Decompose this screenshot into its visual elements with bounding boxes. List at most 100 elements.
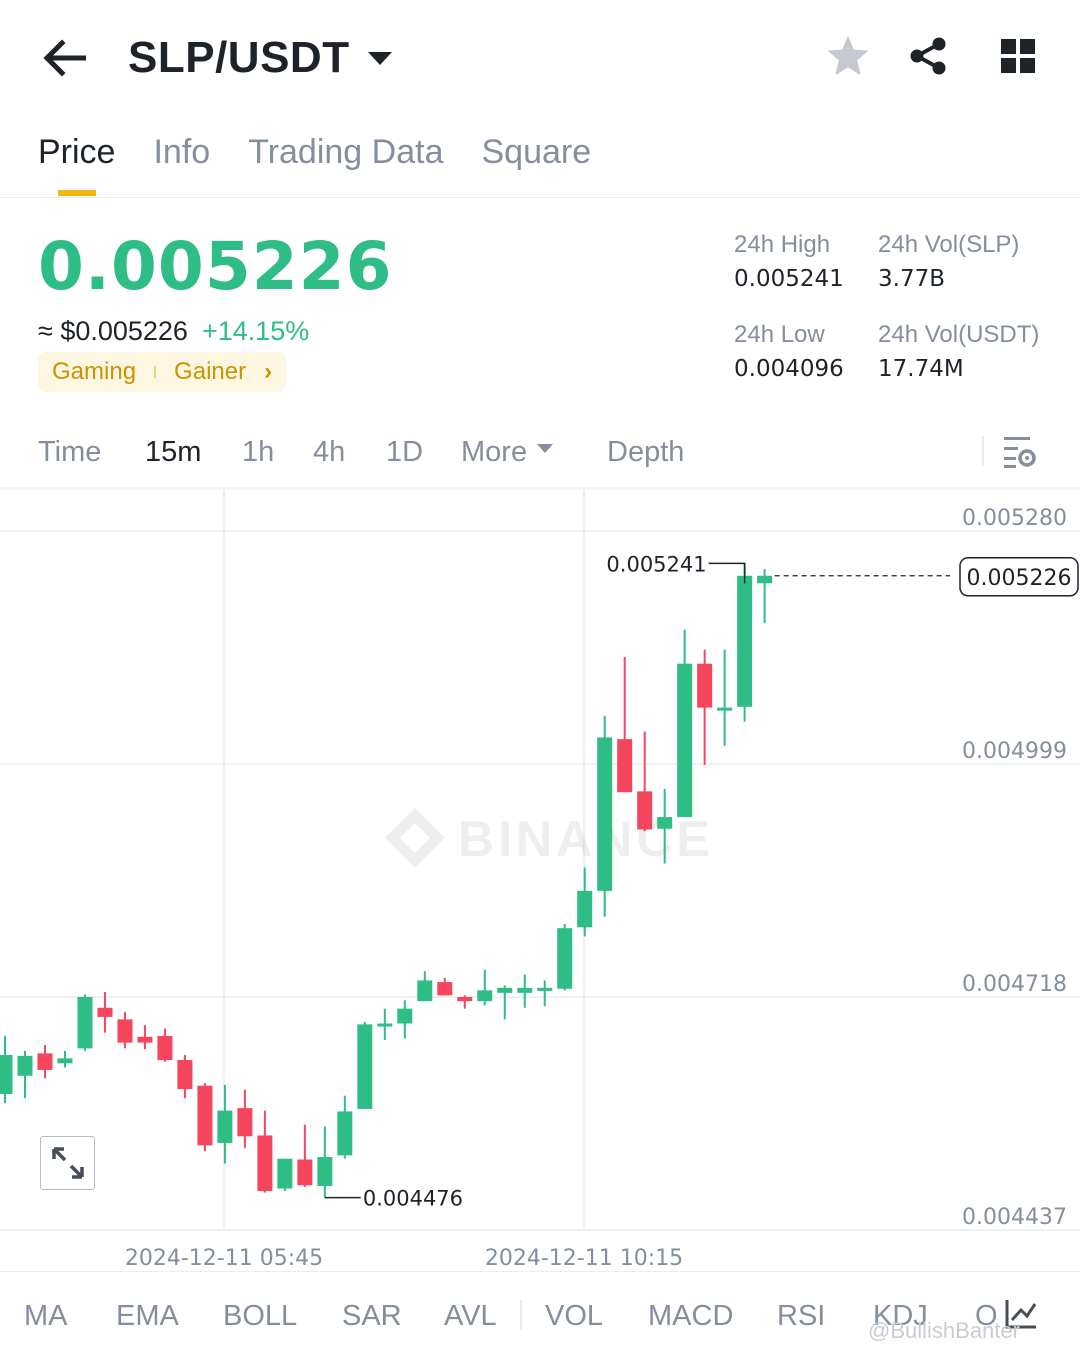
indicator-boll[interactable]: BOLL [223, 1300, 298, 1332]
indicator-ema[interactable]: EMA [116, 1300, 179, 1332]
tab-price[interactable]: Price [38, 128, 115, 198]
candle-body [337, 1111, 353, 1156]
low-marker-label: 0.004476 [363, 1187, 463, 1211]
grid-icon [1001, 39, 1035, 73]
interval-4h[interactable]: 4h [313, 435, 346, 468]
interval-time[interactable]: Time [38, 435, 102, 468]
stat-24h-vol-base: 24h Vol(SLP) 3.77B [878, 228, 1019, 296]
stat-value: 0.004096 [734, 356, 844, 382]
stat-24h-high: 24h High 0.005241 [734, 228, 844, 296]
tab-info-label: Info [153, 133, 211, 171]
current-price-label: 0.005226 [967, 566, 1072, 591]
pair-selector[interactable]: SLP/USDT [128, 30, 392, 86]
interval-bar: Time 15m 1h 4h 1D More Depth [38, 430, 684, 474]
fiat-price: ≈ $0.005226 [38, 316, 188, 346]
indicator-obv[interactable]: O [975, 1300, 998, 1332]
y-tick-label: 0.005280 [962, 506, 1067, 531]
candle-body [717, 707, 733, 711]
tab-bar: Price Info Trading Data Square [38, 128, 591, 198]
candle-body [97, 1007, 113, 1017]
stat-24h-low: 24h Low 0.004096 [734, 318, 844, 386]
watermark-text: BINANCE [458, 811, 714, 867]
candle-body [637, 791, 653, 830]
stat-value: 3.77B [878, 266, 945, 292]
dropdown-caret-icon [367, 51, 392, 65]
candle-body [377, 1023, 393, 1027]
candle-body [517, 987, 533, 993]
indicator-ma[interactable]: MA [24, 1300, 68, 1332]
layout-button[interactable] [996, 34, 1040, 78]
high-marker-line [708, 562, 746, 584]
candle-body [477, 990, 493, 1002]
indicator-vol[interactable]: VOL [545, 1300, 604, 1332]
tag-separator [154, 366, 157, 378]
candle-body [17, 1055, 33, 1076]
interval-1d[interactable]: 1D [386, 435, 424, 468]
indicator-bar: MA EMA BOLL SAR AVL VOL MACD RSI KDJ O [0, 1294, 1080, 1338]
candle-body [357, 1024, 373, 1109]
candle-body [217, 1110, 233, 1143]
stat-value: 0.005241 [734, 266, 844, 292]
x-tick-label: 2024-12-11 05:45 [125, 1246, 323, 1271]
interval-15m[interactable]: 15m [145, 435, 202, 468]
header: SLP/USDT [0, 0, 1080, 115]
stat-24h-vol-quote: 24h Vol(USDT) 17.74M [878, 318, 1039, 386]
tab-square[interactable]: Square [481, 128, 591, 198]
candlestick-chart[interactable]: BINANCE 0.005280 0.004999 0.004718 0.004437 2… [0, 490, 1080, 1272]
chart-settings-button[interactable] [1000, 432, 1040, 472]
tab-info[interactable]: Info [153, 128, 210, 198]
indicator-settings-icon[interactable] [1004, 1298, 1038, 1330]
tab-trading-data[interactable]: Trading Data [248, 128, 443, 198]
x-tick-label: 2024-12-11 10:15 [485, 1246, 683, 1271]
current-price-box [959, 557, 1079, 597]
last-price: 0.005226 [38, 228, 393, 305]
candle-body [457, 997, 473, 1002]
credit-watermark: @BullishBanter [868, 1318, 1020, 1343]
pair-title: SLP/USDT [128, 33, 350, 82]
candle-body [677, 663, 693, 818]
candle-body [77, 997, 93, 1049]
candle-body [117, 1019, 133, 1043]
category-tags[interactable]: Gaming Gainer › [38, 352, 287, 392]
candle-body [0, 1055, 13, 1095]
interval-more-label: More [461, 435, 528, 468]
candle-body [397, 1008, 413, 1024]
chart-top-divider [0, 487, 1080, 490]
y-tick-label: 0.004437 [962, 1205, 1067, 1230]
tab-square-label: Square [481, 133, 592, 171]
candle-body [557, 928, 573, 989]
interval-1h[interactable]: 1h [242, 435, 275, 468]
chart-settings-icon [1004, 437, 1036, 468]
candle-body [317, 1157, 333, 1187]
interval-divider [982, 436, 984, 466]
interval-more[interactable]: More [461, 436, 607, 469]
indicator-rsi[interactable]: RSI [777, 1300, 826, 1332]
expand-icon [51, 1147, 84, 1179]
indicator-macd[interactable]: MACD [648, 1300, 734, 1332]
indicator-avl[interactable]: AVL [444, 1300, 497, 1332]
back-arrow-icon [43, 39, 86, 77]
share-icon [910, 37, 946, 75]
favorite-button[interactable] [826, 34, 870, 78]
indicator-kdj[interactable]: KDJ [873, 1300, 928, 1332]
stat-label: 24h Vol(SLP) [878, 231, 1020, 258]
chart-bottom-divider [0, 1271, 1080, 1272]
candle-body [237, 1108, 253, 1137]
tag-gainer[interactable]: Gainer [174, 358, 247, 385]
candle-body [277, 1158, 293, 1189]
share-button[interactable] [906, 34, 950, 78]
tag-gaming[interactable]: Gaming [52, 358, 137, 385]
stat-value: 17.74M [878, 356, 964, 382]
candle-body [57, 1058, 73, 1064]
candle-body [577, 890, 593, 928]
depth-tab[interactable]: Depth [607, 435, 685, 468]
candle-body [37, 1053, 53, 1070]
star-icon [828, 37, 868, 75]
stat-label: 24h Low [734, 321, 825, 348]
active-tab-indicator [58, 190, 96, 196]
y-tick-label: 0.004718 [962, 972, 1067, 997]
back-button[interactable] [36, 30, 92, 86]
indicator-sar[interactable]: SAR [342, 1300, 402, 1332]
candle-body [597, 737, 613, 891]
fullscreen-button[interactable] [40, 1136, 95, 1190]
